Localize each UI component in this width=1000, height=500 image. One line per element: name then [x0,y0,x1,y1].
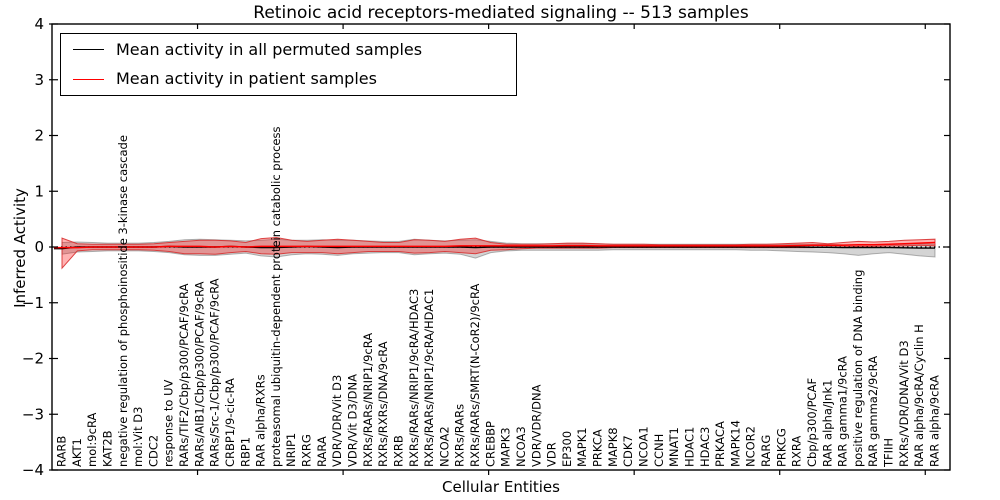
x-tick-label: CDC2 [146,435,160,467]
x-tick-label: VDR/Vit D3/DNA [346,374,360,467]
x-tick-label: RAR alpha/Jnk1 [820,380,834,467]
y-tick-label: −3 [22,405,44,423]
x-tick-label: positive regulation of DNA binding [851,270,865,467]
x-tick-label: RXRG [300,434,314,467]
x-tick-label: PRKACA [713,421,727,467]
x-tick-label: NCOA3 [514,426,528,467]
x-tick-label: NCOA2 [437,426,451,467]
x-tick-label: RARs/Src-1/Cbp/p300/PCAF/9cRA [208,278,222,467]
x-tick-label: RXRs/RARs/NRIP1/9cRA/HDAC1 [422,289,436,467]
x-tick-label: RARB [55,436,69,467]
x-tick-label: RXRs/RARs/SMRT(N-CoR2)/9cRA [468,283,482,467]
x-tick-label: RXRs/RXRs/DNA/9cRA [376,341,390,467]
x-tick-label: RXRs/RARs/NRIP1/9cRA [361,333,375,467]
x-tick-label: NRIP1 [284,433,298,467]
y-tick-label: 2 [34,127,44,145]
x-tick-label: KAT2B [100,430,114,467]
y-tick-label: −2 [22,350,44,368]
x-tick-label: CREBBP [483,421,497,467]
permuted-line-swatch [73,49,104,51]
x-tick-label: RARG [759,435,773,467]
x-tick-label: RXRB [391,435,405,467]
x-axis-label: Cellular Entities [442,478,560,496]
x-tick-label: MAPK14 [728,420,742,467]
x-tick-label: response to UV [162,379,176,467]
x-tick-label: mol:Vit D3 [131,407,145,467]
y-tick-label: −4 [22,461,44,479]
x-tick-label: NCOR2 [744,426,758,467]
x-tick-label: MAPK1 [575,427,589,467]
x-tick-label: PRKCA [591,429,605,467]
x-tick-label: RARs/TIF2/Cbp/p300/PCAF/9cRA [177,283,191,467]
x-tick-label: VDR [545,442,559,467]
x-tick-label: RXRA [790,436,804,467]
x-tick-label: RAR alpha/RXRs [254,374,268,467]
legend-entry-patient: Mean activity in patient samples [61,65,516,93]
y-axis-label: Inferred Activity [11,188,29,308]
patient-mean-line [54,241,936,249]
x-tick-label: VDR/VDR/DNA [529,384,543,467]
x-tick-label: EP300 [560,431,574,467]
legend-label-patient: Mean activity in patient samples [116,69,377,89]
x-tick-label: HDAC1 [682,427,696,467]
x-tick-label: CDK7 [621,435,635,467]
x-tick-label: AKT1 [70,438,84,467]
x-tick-label: CCNH [652,434,666,467]
legend-entry-permuted: Mean activity in all permuted samples [61,36,516,64]
chart-title: Retinoic acid receptors-mediated signali… [253,3,749,23]
x-tick-label: RARs/AIB1/Cbp/p300/PCAF/9cRA [192,281,206,467]
y-tick-label: −1 [22,294,44,312]
x-tick-label: RAR alpha/9cRA [928,375,942,467]
x-tick-label: proteasomal ubiquitin-dependent protein … [269,126,283,467]
y-tick-label: 0 [34,238,44,256]
x-tick-label: RBP1 [238,437,252,467]
legend: Mean activity in all permuted samples Me… [60,33,517,96]
y-tick-label: 1 [34,182,44,200]
x-tick-label: RXRs/RARs [453,404,467,467]
x-tick-label: VDR/VDR/Vit D3 [330,375,344,467]
x-tick-label: TFIIH [882,438,896,468]
x-tick-label: RAR gamma1/9cRA [836,356,850,467]
x-tick-label: NCOA1 [637,426,651,467]
y-tick-label: 4 [34,15,44,33]
x-tick-label: MAPK3 [499,427,513,467]
x-tick-label: RXRs/VDR/DNA/Vit D3 [897,340,911,467]
legend-label-permuted: Mean activity in all permuted samples [116,39,423,59]
x-tick-label: CRBP1/9-cic-RA [223,378,237,467]
x-tick-label: RARA [315,436,329,467]
x-tick-label: MNAT1 [667,427,681,467]
x-tick-label: negative regulation of phosphoinositide … [116,135,130,467]
x-tick-label: Cbp/p300/PCAF [805,378,819,467]
x-tick-label: mol:9cRA [85,413,99,467]
x-tick-label: PRKCG [774,428,788,467]
x-tick-label: RXRs/RARs/NRIP1/9cRA/HDAC3 [407,289,421,467]
x-tick-label: MAPK8 [606,427,620,467]
x-tick-label: HDAC3 [698,427,712,467]
x-tick-label: RAR gamma2/9cRA [866,356,880,467]
y-tick-label: 3 [34,71,44,89]
plot-border [51,23,951,471]
patient-line-swatch [73,78,104,80]
x-tick-label: RAR alpha/9cRA/Cyclin H [912,324,926,467]
